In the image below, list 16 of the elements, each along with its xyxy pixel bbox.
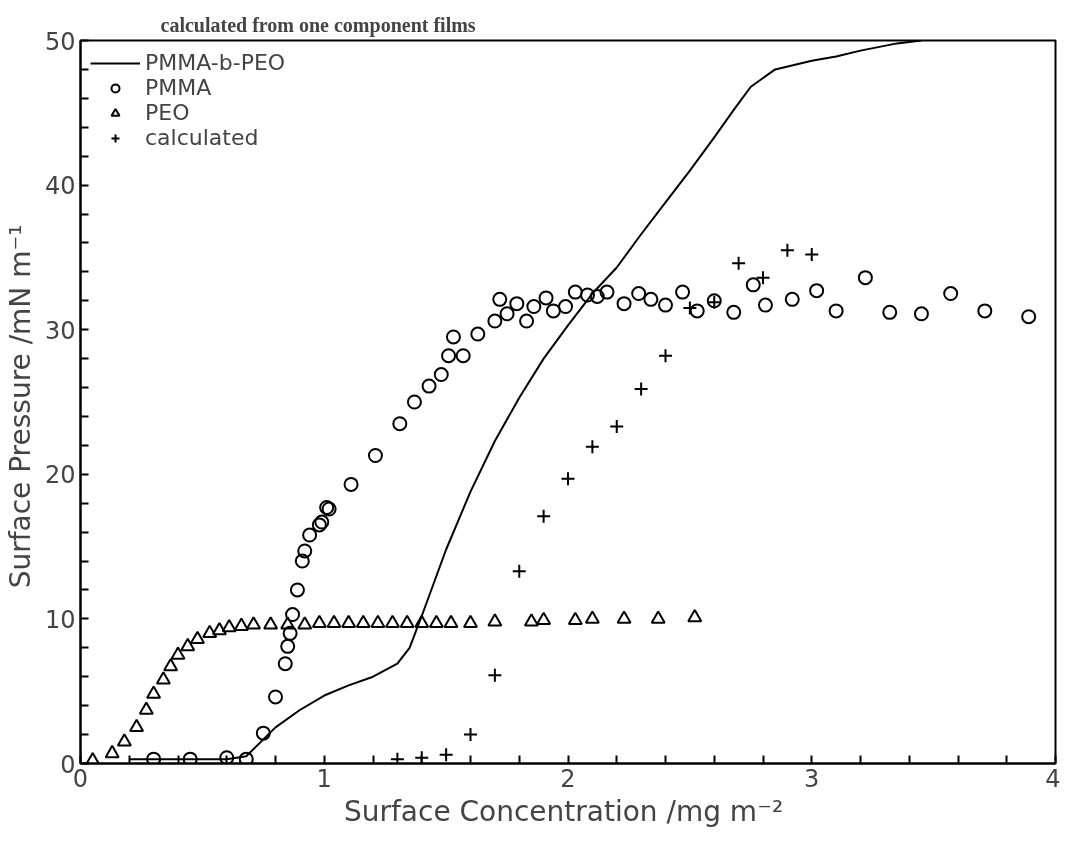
x-tick-label: 4 bbox=[1045, 764, 1061, 793]
legend-label: PMMA-b-PEO bbox=[145, 50, 286, 75]
x-tick-label: 3 bbox=[804, 764, 820, 793]
y-tick-label: 50 bbox=[44, 27, 76, 56]
x-tick-label: 1 bbox=[316, 764, 332, 793]
y-tick-label: 40 bbox=[44, 172, 76, 201]
chart-title: calculated from one component films bbox=[160, 13, 476, 37]
legend-label: PEO bbox=[145, 100, 190, 125]
legend-label: PMMA bbox=[145, 75, 212, 100]
legend-label: calculated bbox=[145, 125, 259, 150]
x-tick-label: 2 bbox=[560, 764, 576, 793]
y-tick-label: 20 bbox=[44, 461, 76, 490]
y-tick-label: 30 bbox=[44, 316, 76, 345]
y-tick-label: 10 bbox=[44, 605, 76, 634]
x-axis-title: Surface Concentration /mg m⁻² bbox=[343, 794, 784, 828]
y-axis-title: Surface Pressure /mN m⁻¹ bbox=[3, 224, 37, 589]
